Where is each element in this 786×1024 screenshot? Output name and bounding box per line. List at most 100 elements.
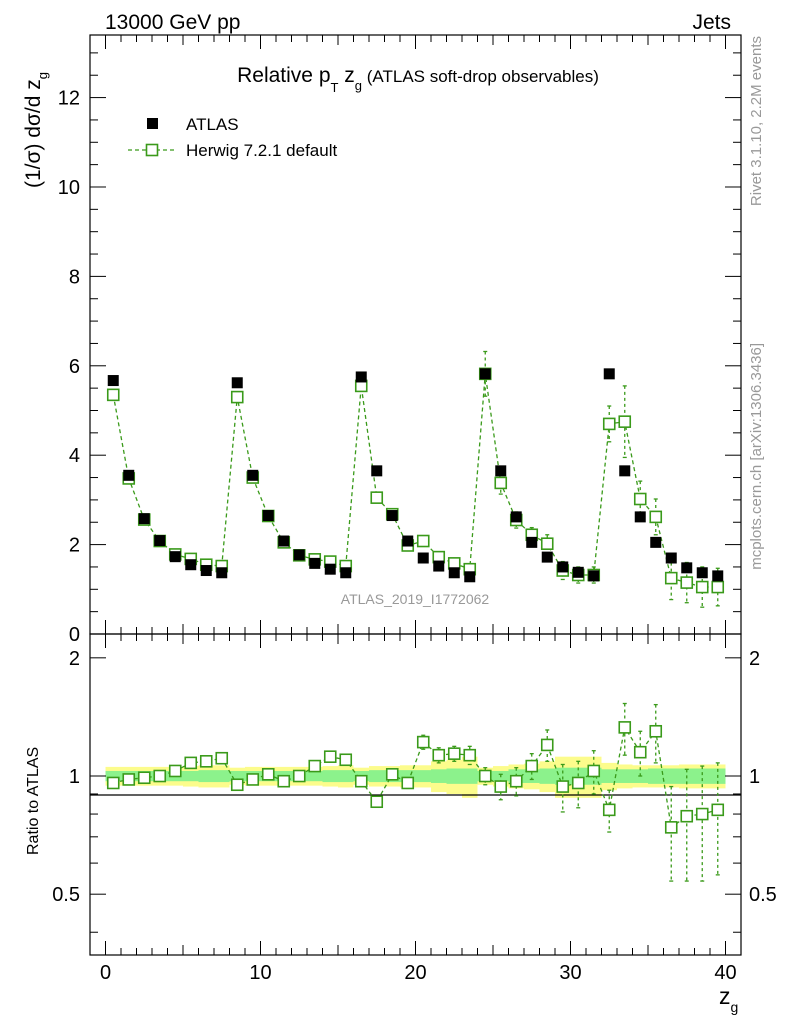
y-axis-label: (1/σ) dσ/d zg <box>22 72 50 188</box>
atlas-point <box>634 511 646 523</box>
axis-ticks <box>90 35 741 955</box>
herwig-ratio-point <box>416 735 430 749</box>
herwig-ratio-point <box>618 721 632 734</box>
band-inner-bin <box>524 769 540 783</box>
herwig-point <box>230 390 244 404</box>
herwig-point <box>680 576 694 589</box>
title-sub1: T <box>331 80 339 95</box>
band-inner-bin <box>307 770 323 782</box>
band-inner-bin <box>105 770 121 782</box>
herwig-ratio-point <box>323 750 337 763</box>
title-mid: z <box>338 64 354 87</box>
herwig-point <box>602 417 616 431</box>
atlas-point <box>464 571 476 583</box>
herwig-ratio-point <box>385 768 399 781</box>
herwig-ratio-point <box>649 724 663 738</box>
herwig-ratio-point <box>354 774 368 788</box>
herwig-ratio-line <box>113 725 718 829</box>
herwig-ratio-point <box>664 821 678 834</box>
herwig-ratio-point <box>339 753 353 767</box>
herwig-ratio-point <box>370 795 384 809</box>
mcplots-label: mcplots.cern.ch [arXiv:1306.3436] <box>748 343 765 570</box>
atlas-point <box>309 557 321 569</box>
herwig-point <box>447 557 461 570</box>
atlas-point <box>262 510 274 522</box>
x-tick-label: 30 <box>559 962 581 984</box>
herwig-ratio-point <box>106 776 120 790</box>
ratio-y-tick-label: 2 <box>69 648 80 670</box>
herwig-ratio-point <box>509 774 523 788</box>
y-tick-label: 10 <box>58 177 80 199</box>
herwig-ratio-point <box>122 773 136 786</box>
herwig-point <box>633 492 647 506</box>
ylabel-main: (1/σ) dσ/d z <box>22 79 45 188</box>
band-inner-bin <box>322 770 338 783</box>
legend-herwig-marker <box>145 143 159 157</box>
xlabel-sub: g <box>731 999 739 1015</box>
herwig-ratio-point <box>556 780 570 793</box>
y-tick-label: 12 <box>58 88 80 110</box>
herwig-ratio-point <box>494 780 508 793</box>
y-tick-label: 6 <box>69 356 80 378</box>
atlas-point <box>247 469 259 481</box>
title-main: Relative p <box>237 64 330 87</box>
band-inner-bin <box>617 769 633 783</box>
atlas-point <box>448 567 460 579</box>
rivet-label: Rivet 3.1.10, 2.2M events <box>748 36 765 206</box>
x-tick-label: 40 <box>714 962 736 984</box>
atlas-point <box>495 465 507 477</box>
y-tick-label: 2 <box>69 535 80 557</box>
herwig-ratio-point <box>215 751 229 765</box>
x-tick-label: 10 <box>249 962 271 984</box>
atlas-point <box>650 536 662 548</box>
atlas-point <box>355 371 367 383</box>
atlas-point <box>712 570 724 582</box>
herwig-ratio-point <box>711 803 725 817</box>
herwig-ratio-point <box>199 755 213 768</box>
band-inner-bin <box>446 768 462 784</box>
band-inner-bin <box>400 770 416 783</box>
band-inner-bin <box>183 770 199 782</box>
atlas-point <box>231 377 243 389</box>
x-axis-label: zg <box>719 983 738 1015</box>
atlas-point <box>526 536 538 548</box>
atlas-point <box>371 465 383 477</box>
atlas-point <box>510 511 522 523</box>
atlas-point <box>603 368 615 380</box>
y-tick-label: 4 <box>69 445 80 467</box>
atlas-point <box>169 551 181 563</box>
herwig-ratio-point <box>308 759 322 773</box>
ratio-y-tick-label: 0.5 <box>52 884 80 906</box>
atlas-point <box>402 535 414 547</box>
atlas-point <box>293 549 305 561</box>
herwig-ratio-point <box>230 778 244 792</box>
herwig-series <box>106 350 725 608</box>
herwig-ratio-point <box>168 764 182 778</box>
herwig-ratio-point <box>463 748 477 762</box>
y-tick-label: 0 <box>69 624 80 646</box>
herwig-point <box>618 415 632 428</box>
atlas-series <box>107 368 724 583</box>
legend-herwig-label: Herwig 7.2.1 default <box>186 141 337 160</box>
atlas-point <box>340 567 352 579</box>
atlas-point <box>665 552 677 564</box>
herwig-ratio-series <box>106 702 725 882</box>
herwig-ratio-point <box>633 745 647 759</box>
band-inner-bin <box>369 770 385 783</box>
herwig-ratio-point <box>525 759 539 773</box>
herwig-ratio-point <box>571 776 585 790</box>
atlas-point <box>324 563 336 575</box>
herwig-ratio-point <box>478 769 492 783</box>
herwig-point <box>695 580 709 594</box>
x-tick-label: 0 <box>100 962 111 984</box>
herwig-point <box>649 510 663 524</box>
herwig-ratio-point <box>447 747 461 760</box>
atlas-point <box>696 567 708 579</box>
herwig-ratio-point <box>680 809 694 823</box>
atlas-point <box>479 368 491 380</box>
atlas-point <box>107 375 119 387</box>
legend-atlas-label: ATLAS <box>186 115 239 134</box>
band-inner-bin <box>648 768 664 784</box>
